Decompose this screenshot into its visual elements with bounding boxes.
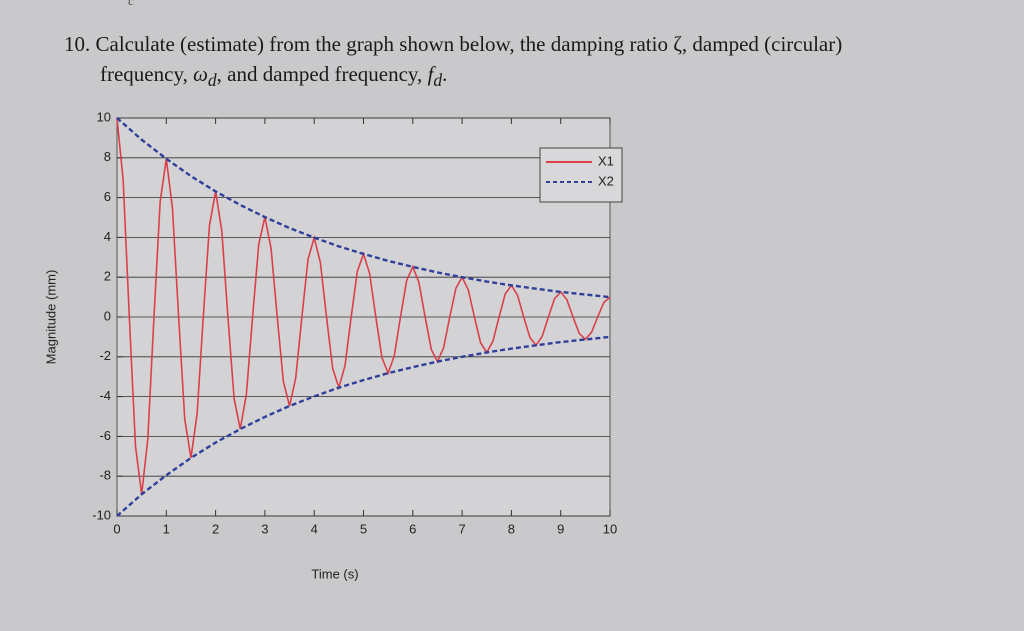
x-tick-label: 1: [163, 521, 170, 536]
y-tick-label: -4: [99, 388, 111, 403]
question-number: 10.: [64, 32, 91, 56]
page-mark: c: [128, 0, 135, 9]
legend-label: X2: [598, 173, 614, 188]
y-axis-label: Magnitude (mm): [43, 270, 58, 365]
y-tick-label: -6: [99, 428, 111, 443]
series-line: [116, 335, 611, 517]
y-tick-label: -2: [99, 348, 111, 363]
y-tick-label: 0: [104, 308, 111, 323]
y-tick-label: 4: [104, 229, 111, 244]
x-tick-label: 8: [508, 521, 515, 536]
legend-label: X1: [598, 153, 614, 168]
x-tick-label: 7: [458, 521, 465, 536]
symbol: ω: [193, 62, 208, 86]
subscript: d: [207, 70, 217, 91]
y-tick-label: -10: [92, 507, 111, 522]
x-tick-label: 0: [113, 521, 120, 536]
question-text: .: [442, 62, 448, 86]
question-text: , and damped frequency,: [216, 62, 428, 86]
question-text: frequency,: [100, 62, 194, 86]
y-tick-label: 6: [104, 189, 111, 204]
x-tick-label: 5: [360, 521, 367, 536]
question-line: frequency, ωd, and damped frequency, fd.: [100, 62, 447, 91]
legend-box: [539, 147, 623, 203]
y-tick-label: -8: [99, 468, 111, 483]
y-tick-label: 8: [104, 149, 111, 164]
y-tick-label: 10: [97, 109, 111, 124]
question-line: 10. Calculate (estimate) from the graph …: [64, 32, 842, 57]
x-tick-label: 3: [261, 521, 268, 536]
symbol: f: [427, 62, 434, 86]
subscript: d: [433, 70, 443, 91]
question-text: Calculate (estimate) from the graph show…: [95, 32, 843, 56]
y-tick-label: 2: [104, 269, 111, 284]
x-tick-label: 4: [311, 521, 318, 536]
x-tick-label: 6: [409, 521, 416, 536]
x-axis-label: Time (s): [311, 566, 358, 581]
series-line: [116, 117, 611, 299]
x-tick-label: 10: [603, 521, 617, 536]
x-tick-label: 9: [557, 521, 564, 536]
x-tick-label: 2: [212, 521, 219, 536]
